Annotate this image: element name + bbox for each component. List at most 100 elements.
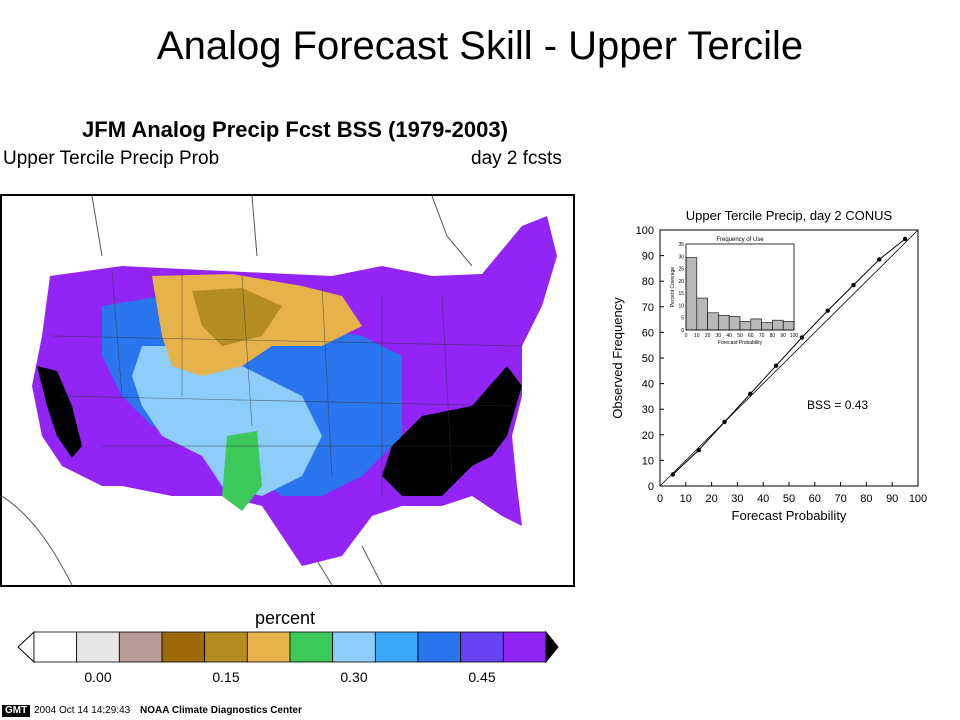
reliability-point	[773, 363, 779, 368]
footer-center: NOAA Climate Diagnostics Center	[140, 705, 302, 716]
inset-x-tick-label: 100	[790, 333, 799, 339]
slide-title: Analog Forecast Skill - Upper Tercile	[156, 24, 804, 68]
skill-map	[0, 194, 575, 587]
field-black-west	[37, 366, 82, 458]
colorbar-cell	[76, 631, 120, 663]
inset-bar	[696, 297, 708, 331]
colorbar-tick-label: 0.15	[212, 669, 239, 685]
y-tick-label: 100	[636, 225, 654, 237]
x-axis-label: Forecast Probability	[732, 508, 847, 523]
inset-bar	[707, 312, 719, 331]
y-tick-label: 50	[642, 353, 654, 365]
reliability-point	[696, 447, 701, 453]
inset-x-tick-label: 80	[770, 333, 776, 339]
x-tick-label: 30	[731, 493, 743, 505]
reliability-line	[672, 238, 906, 475]
inset-bar	[739, 321, 752, 331]
inset-y-tick-label: 30	[678, 254, 684, 260]
gmt-logo: GMT	[2, 705, 31, 717]
inset-title: Frequency of Use	[716, 237, 764, 243]
reliability-point	[902, 236, 908, 242]
reliability-point	[877, 257, 882, 262]
y-tick-label: 20	[642, 430, 654, 442]
inset-axes-box	[685, 243, 795, 331]
reliability-canvas: Upper Tercile Precip, day 2 CONUS 0 10 20 30…	[610, 208, 927, 523]
x-tick-label: 80	[860, 493, 872, 505]
inset-x-tick-label: 40	[726, 333, 732, 339]
colorbar-cell	[460, 631, 504, 663]
reliability-point	[748, 391, 753, 397]
y-tick-label: 10	[642, 455, 654, 467]
footer-timestamp: 2004 Oct 14 14:29:43	[34, 705, 131, 716]
reliability-point	[670, 472, 676, 477]
inset-bar	[782, 321, 795, 331]
y-tick-label: 80	[642, 276, 654, 288]
inset-x-tick-label: 90	[780, 333, 786, 339]
colorbar-cell	[204, 631, 248, 663]
inset-y-tick-label: 0	[681, 328, 684, 334]
x-tick-label: 60	[809, 493, 821, 505]
colorbar-cell	[332, 631, 376, 663]
x-tick-label: 70	[834, 493, 846, 505]
reliability-title: Upper Tercile Precip, day 2 CONUS	[686, 208, 893, 223]
inset-bar	[685, 257, 698, 331]
inset-y-tick-label: 15	[678, 291, 684, 297]
inset-y-label: Percent Coverage	[670, 267, 676, 308]
y-tick-label: 40	[642, 379, 654, 391]
bss-annotation: BSS = 0.43	[807, 398, 868, 412]
x-tick-label: 40	[757, 493, 769, 505]
inset-bar	[750, 318, 762, 331]
inset-x-label: Forecast Probability	[718, 340, 763, 346]
x-tick-label: 20	[705, 493, 717, 505]
colorbar-cell	[289, 631, 334, 663]
inset-x-tick-label: 10	[694, 333, 700, 339]
inset-y-tick-label: 20	[678, 279, 684, 285]
map-subtitle-lead: day 2 fcsts	[471, 148, 562, 169]
colorbar-cell	[417, 631, 462, 663]
colorbar-cell	[502, 631, 547, 663]
y-tick-label: 90	[642, 251, 654, 263]
field-brown	[192, 288, 282, 346]
inset-x-tick-label: 50	[737, 333, 743, 339]
colorbar-tick-label: 0.45	[468, 669, 495, 685]
footer: GMT 2004 Oct 14 14:29:43 NOAA Climate Di…	[0, 702, 600, 720]
inset-bar	[761, 322, 773, 331]
colorbar-cell	[33, 631, 78, 663]
colorbar-canvas: 0.00 0.15 0.30 0.45	[17, 630, 559, 685]
y-axis-label: Observed Frequency	[610, 297, 625, 419]
colorbar-tick-label: 0.30	[340, 669, 367, 685]
x-tick-label: 0	[657, 493, 663, 505]
field-green	[222, 431, 262, 511]
inset-x-tick-label: 60	[748, 333, 754, 339]
x-tick-label: 100	[909, 493, 927, 505]
inset-x-tick-label: 70	[759, 333, 765, 339]
colorbar-label: percent	[255, 608, 316, 628]
y-tick-label: 60	[642, 327, 654, 339]
colorbar-cell	[374, 631, 419, 663]
colorbar: 0.00 0.15 0.30 0.45	[14, 630, 566, 700]
inset-y-tick-label: 25	[678, 267, 684, 273]
inset-y-tick-label: 5	[681, 316, 684, 322]
reliability-point	[722, 419, 727, 425]
y-tick-label: 70	[642, 302, 654, 314]
x-tick-label: 10	[680, 493, 692, 505]
reliability-point	[851, 282, 856, 288]
inset-bar	[728, 316, 741, 331]
inset-x-tick-label: 20	[705, 333, 711, 339]
colorbar-cell	[161, 631, 206, 663]
state-lines	[51, 270, 523, 496]
colorbar-over-triangle	[545, 630, 559, 664]
inset-x-tick-label: 30	[716, 333, 722, 339]
field-black-se	[382, 366, 522, 496]
inset-y-tick-label: 10	[678, 303, 684, 309]
map-title: JFM Analog Precip Fcst BSS (1979-2003)	[82, 117, 508, 142]
perfect-reliability-line	[659, 229, 919, 487]
reliability-diagram: Upper Tercile Precip, day 2 CONUS 0 10 20 30…	[606, 196, 936, 536]
inset-bar	[772, 319, 784, 331]
colorbar-cell	[246, 631, 291, 663]
y-tick-label: 0	[648, 481, 654, 493]
inset-x-tick-label: 0	[685, 333, 688, 339]
colorbar-tick-label: 0.00	[84, 669, 111, 685]
inset-y-tick-label: 35	[678, 242, 684, 248]
reliability-point	[825, 308, 830, 313]
